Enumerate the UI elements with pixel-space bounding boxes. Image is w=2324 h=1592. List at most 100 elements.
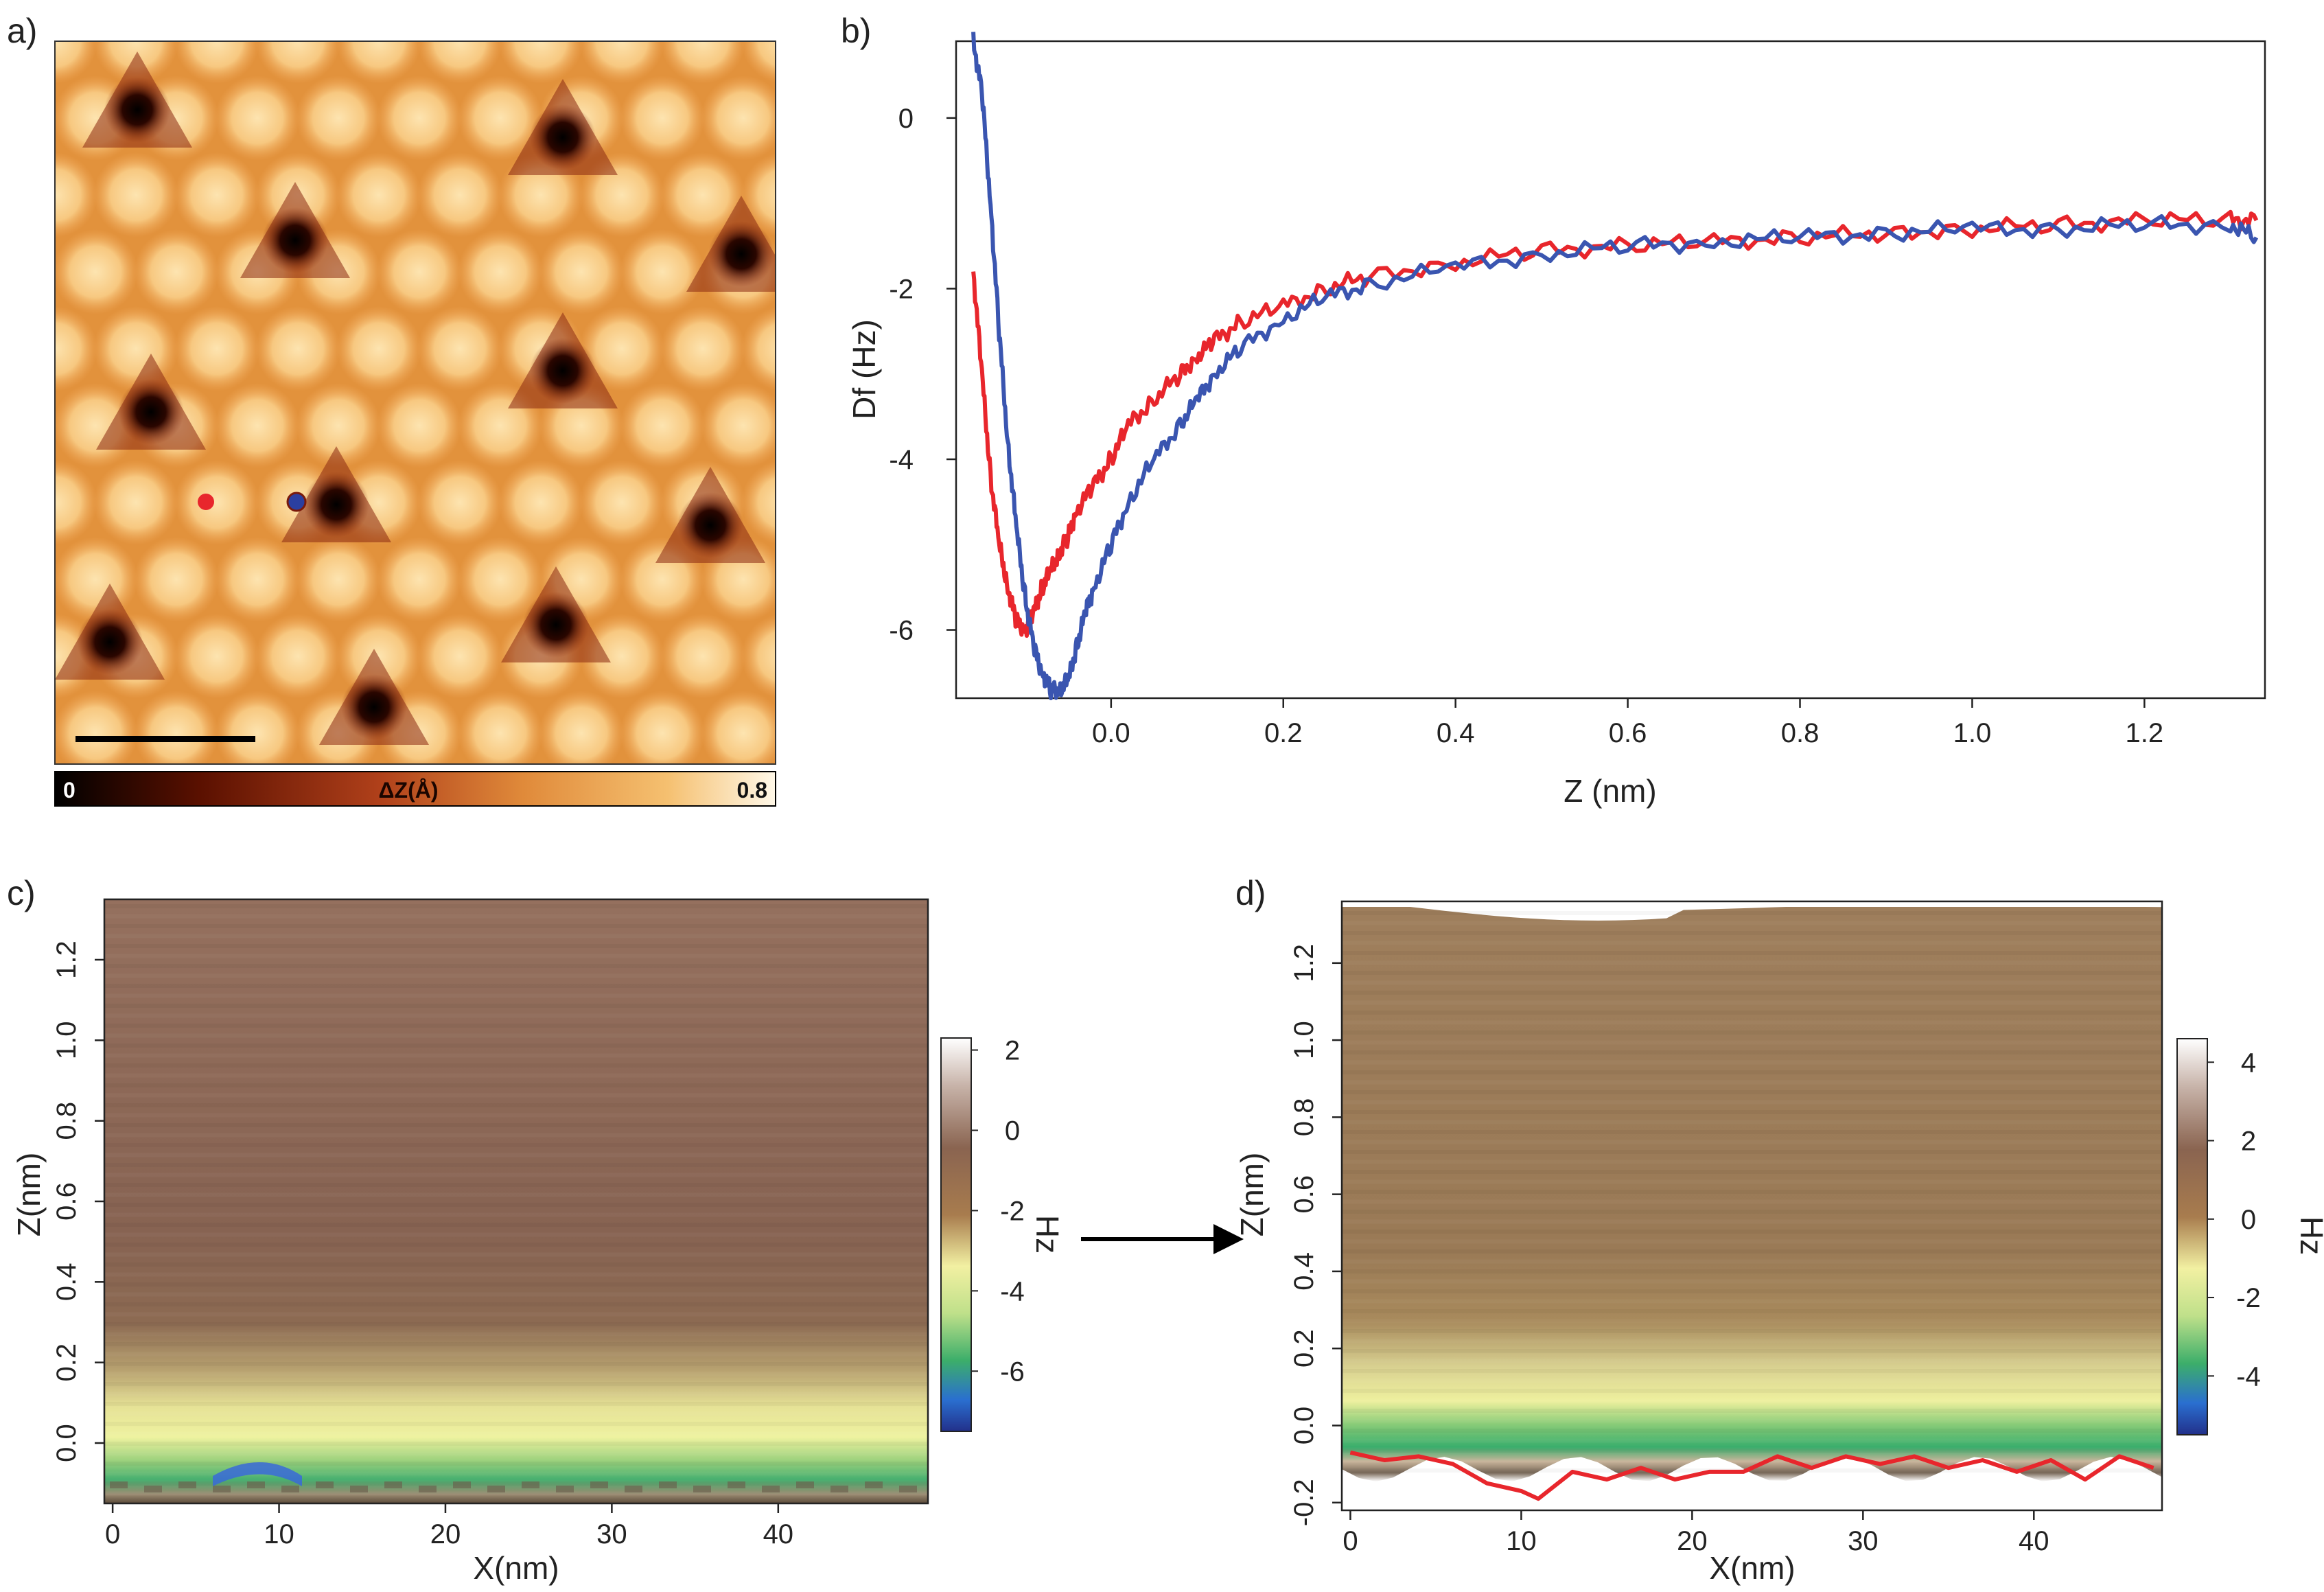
- c-cb-tick-label-0: 2: [1005, 1036, 1020, 1066]
- bright-site-107: [215, 537, 300, 622]
- bright-site-137: [539, 691, 624, 764]
- bright-site-41: [93, 152, 178, 238]
- bright-site-18: [336, 41, 421, 84]
- b-xtick-label-5: 1.0: [1953, 718, 1992, 748]
- bright-site-99: [579, 460, 664, 545]
- panel-b-label: b): [841, 12, 871, 50]
- c-ytick-label-2: 0.4: [51, 1263, 82, 1302]
- red-point-marker: [198, 494, 214, 510]
- bright-site-126: [660, 614, 745, 699]
- bright-site-66: [55, 306, 97, 391]
- bright-site-10: [782, 0, 867, 7]
- c-bottom-texture-11: [487, 1486, 505, 1492]
- panel-d-colorbar: 4 2 0 -2 -4 Hz: [2176, 1038, 2324, 1435]
- panel-d-x-ticks: 0 10 20 30 40: [1343, 1510, 2049, 1556]
- bright-site-36: [782, 76, 867, 161]
- bright-site-57: [377, 229, 462, 314]
- bright-site-68: [174, 306, 259, 391]
- bright-site-62: [782, 229, 867, 314]
- b-ytick-label-1: -2: [889, 274, 914, 304]
- panel-d-xlabel: X(nm): [1709, 1550, 1795, 1586]
- c-bottom-texture-23: [899, 1486, 917, 1492]
- bright-site-93: [93, 460, 178, 545]
- b-xtick-label-0: 0.0: [1092, 718, 1130, 748]
- panel-b-series: [971, 32, 2259, 700]
- panel-c-x-ticks: 0 10 20 30 40: [105, 1503, 793, 1549]
- d-cb-tick-label-2: 0: [2241, 1205, 2256, 1235]
- colorbar-a-max: 0.8: [737, 778, 767, 803]
- bright-site-11: [863, 0, 948, 7]
- c-bottom-texture-22: [865, 1481, 883, 1488]
- panel-b-plot-area: [955, 40, 2266, 700]
- b-ytick-label-3: -6: [889, 616, 914, 646]
- b-series-line-0: [971, 209, 2259, 638]
- panel-d-ylabel: Z(nm): [1234, 1153, 1270, 1237]
- b-xtick-label-3: 0.6: [1609, 718, 1647, 748]
- bright-site-121: [255, 614, 340, 699]
- bright-site-71: [417, 306, 502, 391]
- panel-b-df-curves: 0.0 0.2 0.4 0.6 0.8 1.0 1.2 0 -2 -4 -6 Z (nm) Df …: [846, 32, 2266, 809]
- dark-pit-8: [77, 609, 143, 675]
- bright-site-104: [55, 566, 57, 593]
- bright-site-19: [417, 41, 502, 84]
- bright-site-34: [620, 76, 705, 161]
- bright-site-6: [458, 0, 543, 7]
- panel-a-label: a): [7, 12, 37, 50]
- bright-site-45: [417, 152, 502, 238]
- c-bottom-texture-1: [144, 1486, 162, 1492]
- panel-d-y-ticks: -0.2 0.0 0.2 0.4 0.6 0.8 1.0 1.2: [1289, 944, 1342, 1526]
- bright-site-14: [55, 41, 97, 84]
- d-ytick-label-6: 1.0: [1289, 1021, 1319, 1059]
- c-bottom-texture-18: [728, 1481, 745, 1488]
- bright-site-0: [0, 0, 57, 7]
- c-bottom-texture-3: [213, 1486, 231, 1492]
- bright-site-74: [660, 306, 745, 391]
- panel-d-colorbar-unit: Hz: [2294, 1216, 2324, 1255]
- bright-site-125: [579, 614, 664, 699]
- panel-c-ylabel: Z(nm): [11, 1153, 47, 1237]
- bright-site-136: [458, 691, 543, 764]
- bright-site-108: [296, 537, 381, 622]
- d-ytick-label-2: 0.2: [1289, 1329, 1319, 1368]
- d-cb-tick-label-1: 2: [2241, 1127, 2256, 1157]
- panel-c-texture: [110, 1481, 917, 1492]
- bright-site-142: [944, 691, 1029, 776]
- dark-pit-3: [708, 221, 774, 287]
- bright-site-117: [0, 614, 16, 699]
- d-ytick-label-7: 1.2: [1289, 944, 1319, 982]
- panel-d-heatmap: [1342, 907, 2162, 1481]
- topography-dark-sites: [55, 51, 776, 745]
- bright-site-87: [701, 383, 776, 468]
- d-ytick-label-3: 0.4: [1289, 1252, 1319, 1291]
- b-xtick-label-4: 0.8: [1781, 718, 1820, 748]
- bright-site-91: [0, 460, 16, 545]
- c-xtick-label-4: 40: [763, 1519, 794, 1549]
- d-xtick-label-4: 40: [2019, 1526, 2049, 1556]
- c-ytick-label-4: 0.8: [51, 1102, 82, 1140]
- bright-site-12: [944, 0, 1029, 7]
- dark-pit-2: [262, 207, 328, 273]
- bright-site-114: [782, 537, 867, 622]
- bright-site-17: [255, 41, 340, 84]
- bright-site-138: [620, 691, 705, 764]
- panel-a-colorbar: 0 ΔZ(Å) 0.8: [54, 771, 776, 807]
- bright-site-35: [701, 76, 776, 161]
- panel-b-xlabel: Z (nm): [1564, 773, 1656, 809]
- c-bottom-texture-6: [316, 1481, 334, 1488]
- panel-c-colorbar: 2 0 -2 -4 -6 Hz: [940, 1036, 1065, 1432]
- bright-site-110: [458, 537, 543, 622]
- bright-site-7: [539, 0, 624, 7]
- bright-site-101: [741, 461, 776, 544]
- bright-site-29: [215, 76, 300, 161]
- bright-site-78: [55, 412, 57, 439]
- bright-site-81: [215, 383, 300, 468]
- bright-site-5: [377, 0, 462, 7]
- bright-site-83: [377, 383, 462, 468]
- c-bottom-texture-0: [110, 1481, 128, 1488]
- bright-site-59: [539, 229, 624, 314]
- bright-site-109: [377, 537, 462, 622]
- bright-site-140: [782, 691, 867, 776]
- c-bottom-texture-10: [453, 1481, 471, 1488]
- panel-b-ylabel: Df (Hz): [846, 319, 882, 419]
